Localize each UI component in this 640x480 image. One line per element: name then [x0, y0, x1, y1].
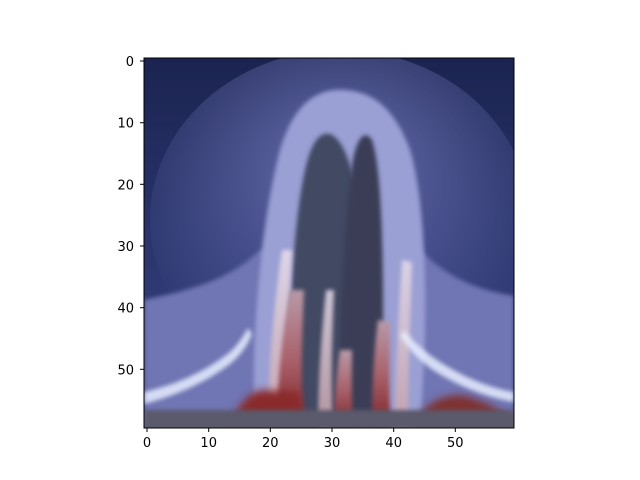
axes-frame	[143, 57, 515, 429]
y-tick-label: 30	[117, 240, 134, 255]
x-tick-label: 40	[385, 436, 402, 451]
y-tick-label: 40	[117, 302, 134, 317]
y-tick-label: 20	[117, 178, 134, 193]
x-tick-label: 50	[447, 436, 464, 451]
x-tick-label: 0	[143, 436, 151, 451]
x-axis: 0 10 20 30 40 50	[143, 428, 464, 451]
x-tick-label: 10	[200, 436, 217, 451]
y-tick-label: 50	[117, 363, 134, 378]
image-area	[144, 58, 514, 428]
x-tick-label: 20	[262, 436, 279, 451]
y-axis: 0 10 20 30 40 50	[117, 55, 144, 378]
y-tick-label: 10	[117, 117, 134, 132]
y-tick-label: 0	[126, 55, 134, 70]
x-tick-label: 30	[324, 436, 341, 451]
